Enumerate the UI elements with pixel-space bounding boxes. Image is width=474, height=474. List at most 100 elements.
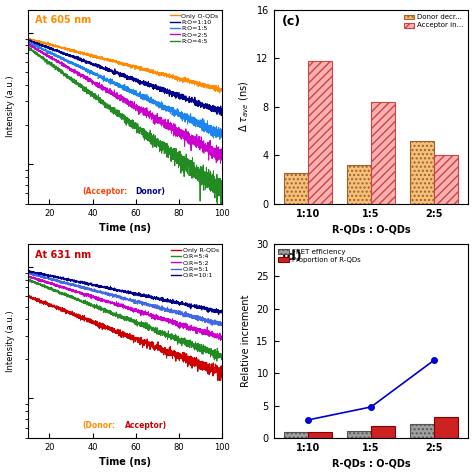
Bar (434, 417, 458, 438)
Bar (410, 141, 434, 204)
R:O=4:5 (214, 172, 220, 177)
Only R-QDs (214, 366, 219, 372)
R:O=2:5 (214, 157, 220, 163)
R:O=1:5 (214, 129, 220, 135)
Line: R:O=2:5: R:O=2:5 (27, 44, 222, 163)
Y-axis label: $\Delta$ $\tau_{ave}$ (ns): $\Delta$ $\tau_{ave}$ (ns) (237, 81, 251, 132)
O:R=5:1 (114, 293, 120, 299)
Only R-QDs (119, 330, 125, 336)
Bar (410, 424, 434, 438)
Only R-QDs (25, 294, 30, 300)
O:R=5:4 (178, 337, 184, 343)
Only R-QDs (25, 292, 31, 298)
Legend: Only O-QDs, R:O=1:10, R:O=1:5, R:O=2:5, R:O=4:5: Only O-QDs, R:O=1:10, R:O=1:5, R:O=2:5, … (170, 13, 219, 45)
Only O-QDs (25, 36, 30, 41)
R:O=2:5 (178, 134, 184, 140)
Only O-QDs (214, 86, 219, 92)
O:R=5:2 (25, 272, 31, 278)
Line: O:R=5:1: O:R=5:1 (27, 272, 222, 326)
R:O=2:5 (218, 160, 223, 166)
O:R=5:4 (119, 315, 125, 320)
R:O=2:5 (25, 42, 30, 47)
Legend: FRET efficiency, Proportion of R-QDs: FRET efficiency, Proportion of R-QDs (277, 247, 362, 264)
R:O=1:5 (219, 135, 225, 141)
Y-axis label: Relative increment: Relative increment (241, 295, 251, 387)
R:O=4:5 (214, 173, 219, 178)
O:R=10:1 (35, 271, 40, 276)
O:R=10:1 (214, 307, 220, 313)
Bar (434, 155, 458, 204)
Text: (c): (c) (282, 15, 301, 28)
O:R=10:1 (119, 289, 125, 294)
O:R=5:2 (214, 334, 220, 339)
R:O=4:5 (119, 111, 125, 117)
R:O=1:10 (25, 37, 30, 43)
X-axis label: R-QDs : O-QDs: R-QDs : O-QDs (332, 224, 410, 234)
Text: Donor): Donor) (135, 187, 164, 196)
R:O=2:5 (219, 146, 225, 152)
O:R=5:4 (35, 281, 40, 287)
Bar (371, 427, 395, 438)
O:R=5:4 (214, 350, 219, 356)
Bar (347, 431, 371, 438)
R:O=1:5 (25, 40, 30, 46)
Text: (Acceptor:: (Acceptor: (82, 187, 128, 196)
Bar (371, 102, 395, 204)
R:O=4:5 (35, 53, 40, 58)
X-axis label: R-QDs : O-QDs: R-QDs : O-QDs (332, 458, 410, 468)
Only O-QDs (219, 88, 225, 94)
Only R-QDs (114, 327, 120, 332)
R:O=1:10 (178, 93, 184, 99)
Only R-QDs (219, 373, 225, 379)
Text: (d): (d) (282, 250, 302, 263)
Line: R:O=4:5: R:O=4:5 (27, 46, 222, 207)
R:O=1:10 (219, 113, 225, 118)
O:R=5:2 (35, 277, 40, 283)
Only O-QDs (217, 91, 222, 96)
Only O-QDs (119, 62, 125, 67)
Line: O:R=5:4: O:R=5:4 (27, 279, 222, 361)
O:R=5:1 (219, 323, 225, 329)
R:O=1:5 (217, 137, 223, 142)
Y-axis label: Intensity (a.u.): Intensity (a.u.) (6, 310, 15, 372)
O:R=5:4 (219, 354, 225, 359)
Only O-QDs (35, 39, 40, 45)
O:R=5:1 (119, 296, 125, 301)
O:R=5:4 (214, 358, 220, 364)
R:O=1:5 (114, 80, 120, 86)
O:R=5:2 (218, 337, 223, 343)
R:O=2:5 (114, 93, 120, 99)
Bar (308, 431, 332, 438)
O:R=5:2 (114, 302, 120, 308)
O:R=5:2 (119, 304, 125, 310)
R:O=1:10 (28, 37, 34, 43)
O:R=10:1 (219, 311, 225, 317)
Text: At 631 nm: At 631 nm (36, 250, 91, 260)
Line: R:O=1:5: R:O=1:5 (27, 42, 222, 139)
O:R=5:4 (114, 313, 120, 319)
R:O=1:10 (219, 109, 225, 114)
O:R=5:1 (219, 320, 225, 326)
Line: Only R-QDs: Only R-QDs (27, 295, 222, 381)
R:O=1:10 (114, 71, 120, 77)
R:O=4:5 (219, 204, 225, 210)
Text: (Donor:: (Donor: (82, 421, 115, 430)
Bar (284, 431, 308, 438)
O:R=10:1 (25, 268, 30, 274)
Line: O:R=5:2: O:R=5:2 (27, 275, 222, 340)
O:R=5:4 (214, 354, 219, 359)
R:O=1:10 (214, 108, 220, 114)
R:O=1:5 (119, 87, 125, 92)
R:O=1:10 (35, 40, 40, 46)
X-axis label: Time (ns): Time (ns) (99, 457, 151, 467)
R:O=2:5 (35, 47, 40, 53)
R:O=2:5 (119, 95, 125, 100)
Legend: Only R-QDs, O:R=5:4, O:R=5:2, O:R=5:1, O:R=10:1: Only R-QDs, O:R=5:4, O:R=5:2, O:R=5:1, O… (171, 247, 219, 279)
Legend: Donor decr..., Acceptor in...: Donor decr..., Acceptor in... (402, 13, 465, 30)
O:R=5:1 (25, 270, 30, 275)
O:R=5:2 (178, 321, 184, 327)
Only O-QDs (178, 76, 184, 82)
Y-axis label: Intensity (a.u.): Intensity (a.u.) (6, 76, 15, 137)
R:O=2:5 (27, 41, 32, 46)
O:R=5:2 (25, 273, 30, 279)
